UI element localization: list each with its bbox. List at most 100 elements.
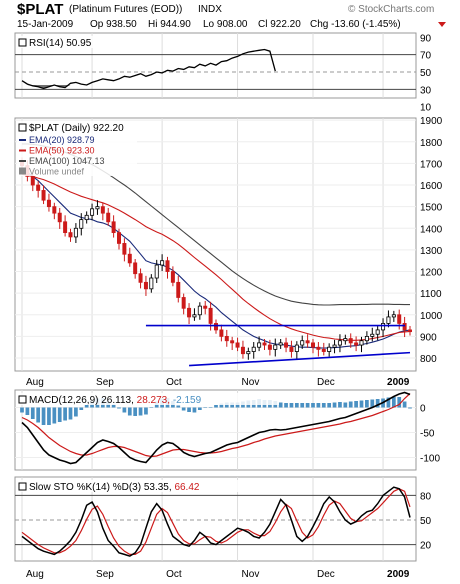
price-candle-body-59 bbox=[337, 340, 342, 346]
price-candle-body-52 bbox=[300, 340, 305, 346]
macd-histogram-bar-17 bbox=[111, 404, 116, 408]
price-candle-body-61 bbox=[348, 338, 353, 344]
x-axis-top-month-1: Sep bbox=[96, 377, 114, 388]
x-axis-bottom-month-4: Dec bbox=[317, 569, 335, 580]
legend-label-1: EMA(50) 923.30 bbox=[29, 146, 95, 156]
rsi-y-tick-0: 90 bbox=[420, 33, 432, 44]
macd-histogram-bar-69 bbox=[391, 397, 396, 408]
stoch-legend-part-2: 66.42 bbox=[174, 482, 199, 493]
price-candle-body-7 bbox=[57, 212, 62, 223]
macd-histogram-bar-58 bbox=[332, 402, 337, 408]
stoch-legend-part-1: 53.35, bbox=[144, 482, 175, 493]
open-value: Op 938.50 bbox=[90, 19, 137, 30]
x-axis-top-month-5: 2009 bbox=[387, 377, 410, 388]
macd-histogram-bar-70 bbox=[397, 397, 402, 408]
price-candle-body-60 bbox=[343, 338, 348, 342]
x-axis-bottom-month-3: Nov bbox=[242, 569, 260, 580]
price-candle-body-18 bbox=[117, 232, 121, 244]
macd-histogram-bar-32 bbox=[192, 407, 197, 413]
macd-histogram-bar-49 bbox=[284, 403, 288, 408]
price-candle-body-57 bbox=[327, 346, 332, 352]
price-candle-body-9 bbox=[68, 232, 73, 238]
price-candle-body-72 bbox=[408, 329, 412, 333]
price-legend-swatch bbox=[18, 123, 27, 132]
stoch-y-tick-0: 80 bbox=[420, 491, 432, 502]
price-candle-body-28 bbox=[170, 271, 175, 283]
price-candle-body-2 bbox=[30, 175, 35, 186]
low-value: Lo 908.00 bbox=[203, 19, 248, 30]
copyright-label: © StockCharts.com bbox=[348, 4, 434, 15]
price-candle-body-62 bbox=[354, 342, 359, 346]
price-candle-body-16 bbox=[106, 212, 111, 223]
x-axis-bottom-month-5: 2009 bbox=[387, 569, 410, 580]
price-y-tick-8: 1100 bbox=[420, 289, 442, 300]
rsi-legend: RSI(14) 50.95 bbox=[29, 38, 92, 49]
price-candle-body-44 bbox=[257, 342, 262, 348]
stoch-k-line bbox=[21, 486, 411, 557]
macd-histogram-bar-62 bbox=[354, 401, 358, 408]
price-candle-body-32 bbox=[192, 314, 197, 318]
price-candle-body-71 bbox=[402, 323, 407, 331]
price-candle-body-6 bbox=[52, 206, 57, 214]
price-candle-body-54 bbox=[311, 342, 315, 348]
macd-legend-swatch bbox=[18, 395, 27, 404]
chart-symbol: $PLAT bbox=[17, 1, 63, 18]
price-legend-title: $PLAT (Daily) 922.20 bbox=[29, 123, 124, 134]
macd-histogram-bar-57 bbox=[327, 403, 332, 408]
macd-histogram-bar-2 bbox=[30, 407, 35, 419]
price-candle-body-69 bbox=[391, 314, 396, 318]
macd-histogram-bar-7 bbox=[57, 407, 62, 422]
rsi-panel: 90 70 50 30 10 RSI(14) 50.95 bbox=[14, 32, 432, 114]
price-y-tick-9: 1000 bbox=[420, 311, 443, 322]
price-candle-body-58 bbox=[332, 344, 337, 348]
stochastic-panel: 80 50 20 Slow STO %K(14) %D(3) 53.35, 66.4… bbox=[14, 476, 432, 562]
x-axis-top: Aug Sep Oct Nov Dec 2009 bbox=[26, 377, 410, 388]
rsi-y-tick-4: 10 bbox=[420, 103, 432, 114]
macd-legend-part-3: -2.159 bbox=[173, 395, 202, 406]
price-candle-body-46 bbox=[267, 344, 272, 350]
price-candle-body-55 bbox=[316, 346, 321, 350]
macd-histogram-bar-37 bbox=[219, 403, 224, 408]
price-candle-body-29 bbox=[176, 281, 181, 298]
price-candle-body-30 bbox=[181, 297, 186, 309]
macd-histogram-bar-55 bbox=[316, 403, 321, 408]
macd-histogram-bar-35 bbox=[208, 407, 213, 408]
stoch-legend-text: Slow STO %K(14) %D(3) 53.35, 66.42 bbox=[29, 482, 200, 493]
price-y-tick-6: 1300 bbox=[420, 246, 443, 257]
stoch-legend-part-0: Slow STO %K(14) %D(3) bbox=[29, 482, 144, 493]
stoch-d-line bbox=[21, 488, 411, 556]
price-y-tick-0: 1900 bbox=[420, 116, 443, 127]
price-candle-body-4 bbox=[41, 190, 46, 201]
macd-histogram-bar-10 bbox=[74, 407, 78, 417]
price-candle-body-43 bbox=[251, 346, 256, 352]
price-candle-body-31 bbox=[187, 307, 192, 318]
macd-y-tick-0: 0 bbox=[420, 404, 426, 415]
macd-histogram-bar-1 bbox=[25, 407, 30, 415]
macd-histogram-bar-0 bbox=[20, 407, 24, 413]
x-axis-bottom: Aug Sep Oct Nov Dec 2009 bbox=[26, 569, 410, 580]
macd-y-tick-1: -50 bbox=[420, 429, 435, 440]
price-y-tick-3: 1600 bbox=[420, 181, 443, 192]
price-y-tick-1: 1800 bbox=[420, 138, 443, 149]
macd-legend-part-0: MACD(12,26,9) bbox=[29, 395, 101, 406]
price-candle-body-21 bbox=[133, 262, 138, 275]
price-candle-body-47 bbox=[273, 344, 278, 350]
price-candle-body-10 bbox=[73, 227, 78, 238]
stoch-y-tick-2: 20 bbox=[420, 541, 432, 552]
price-candle-body-14 bbox=[95, 206, 100, 210]
macd-legend-text: MACD(12,26,9) 26.113, 28.273, -2.159 bbox=[29, 395, 202, 406]
price-candle-body-35 bbox=[208, 307, 213, 324]
price-y-tick-11: 800 bbox=[420, 354, 437, 365]
price-candle-body-11 bbox=[79, 219, 84, 229]
price-candle-body-53 bbox=[305, 340, 310, 344]
price-candle-body-40 bbox=[235, 342, 240, 348]
legend-label-2: EMA(100) 1047.13 bbox=[29, 156, 105, 166]
macd-histogram-bar-65 bbox=[370, 399, 375, 408]
macd-histogram-bar-53 bbox=[305, 403, 310, 408]
price-candle-body-50 bbox=[289, 346, 294, 352]
price-candle-body-19 bbox=[122, 243, 127, 255]
macd-y-tick-2: -100 bbox=[420, 454, 440, 465]
macd-histogram-bar-5 bbox=[47, 407, 51, 425]
price-candle-body-23 bbox=[143, 281, 148, 290]
